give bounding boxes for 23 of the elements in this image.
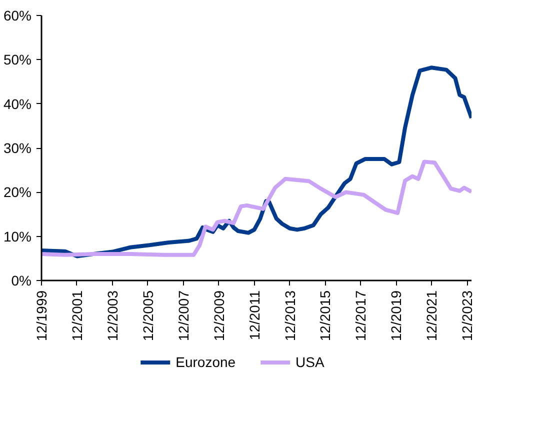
x-tick-label: 12/2021	[424, 290, 440, 342]
x-tick-label: 12/2017	[352, 290, 369, 342]
x-tick-label: 12/1999	[34, 290, 50, 342]
legend-label: USA	[296, 354, 324, 370]
x-tick-label: 12/2023	[459, 290, 476, 342]
y-tick-label: 10%	[3, 228, 32, 244]
y-tick-label: 40%	[3, 96, 32, 112]
line-series	[42, 160, 472, 257]
legend-label: Eurozone	[176, 354, 236, 370]
x-tick-label: 12/2001	[68, 290, 85, 342]
x-tick-label: 12/2009	[210, 290, 227, 342]
y-tick-label: 30%	[3, 140, 32, 156]
x-tick-label: 12/2003	[104, 290, 120, 342]
x-tick-label: 12/2007	[175, 290, 192, 342]
y-tick-label: 50%	[3, 52, 32, 68]
x-tick-label: 12/2019	[388, 290, 404, 342]
y-tick-label: 20%	[3, 184, 32, 200]
x-tick-label: 12/2013	[282, 290, 298, 342]
x-tick-label: 12/2015	[317, 290, 334, 342]
y-tick-label: 0%	[11, 272, 32, 288]
x-tick-label: 12/2005	[140, 290, 156, 342]
x-tick-label: 12/2011	[246, 290, 262, 340]
y-tick-label: 60%	[3, 8, 32, 24]
